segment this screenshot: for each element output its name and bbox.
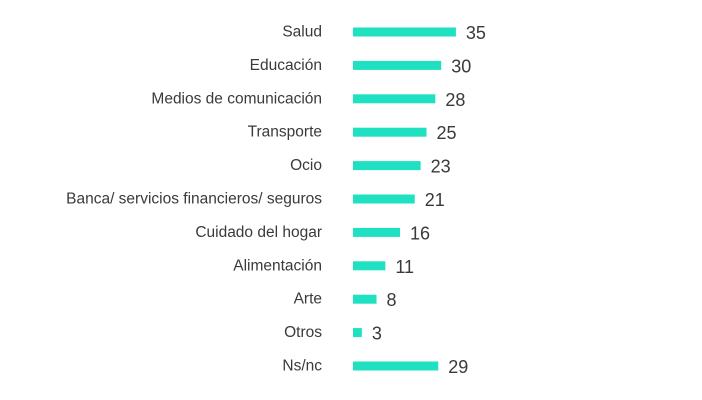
category-label: Educación <box>250 57 322 74</box>
bars <box>353 27 456 371</box>
bar <box>353 261 386 271</box>
bar <box>353 294 377 304</box>
value-label: 8 <box>387 290 397 310</box>
value-label: 29 <box>448 357 468 377</box>
category-label: Alimentación <box>233 257 322 274</box>
category-label: Ocio <box>290 157 322 174</box>
value-label: 11 <box>395 257 414 277</box>
bar <box>353 60 442 70</box>
value-label: 28 <box>445 90 465 110</box>
value-label: 21 <box>425 190 445 210</box>
bar <box>353 361 439 371</box>
value-label: 23 <box>431 157 451 177</box>
category-label: Banca/ servicios financieros/ seguros <box>66 191 322 208</box>
value-labels: 35 30 28 25 23 21 16 11 83 29 <box>372 23 486 377</box>
category-label: Arte <box>294 291 322 308</box>
value-label: 16 <box>410 223 430 243</box>
category-label: Cuidado del hogar <box>195 224 322 241</box>
bar <box>353 194 415 204</box>
category-label: Ns/nc <box>282 358 322 375</box>
bar <box>353 127 427 137</box>
category-label: Salud <box>282 24 322 41</box>
value-label: 25 <box>437 123 457 143</box>
value-label: 35 <box>466 23 486 43</box>
bar <box>353 161 421 171</box>
category-label: Transporte <box>248 124 322 141</box>
bar <box>353 328 362 338</box>
value-label: 3 <box>372 324 382 344</box>
bar <box>353 227 401 237</box>
category-label: Otros <box>284 324 322 341</box>
category-labels: Salud Educación Medios de comunicación Tran… <box>66 24 322 375</box>
bar <box>353 27 456 37</box>
category-label: Medios de comunicación <box>151 90 322 107</box>
bar <box>353 94 436 104</box>
value-label: 30 <box>451 56 471 76</box>
